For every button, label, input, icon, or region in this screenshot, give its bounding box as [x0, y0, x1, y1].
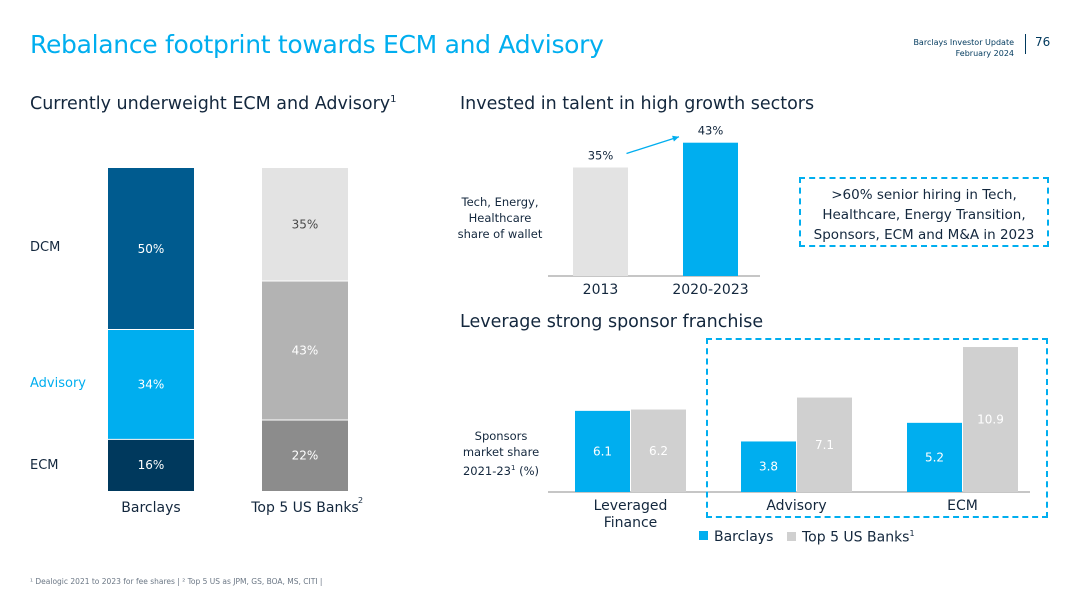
sponsor-bar-ecm-top-5-us-banks: [963, 347, 1018, 492]
talent-bar-2020-2023: [683, 142, 738, 276]
sponsor-axis-label-footnote-mark: 1: [511, 464, 516, 472]
legend-swatch-top5: [787, 531, 796, 541]
sponsor-category-advisory: Advisory: [766, 498, 826, 514]
footnote: ¹ Dealogic 2021 to 2023 for fee shares |…: [30, 577, 323, 586]
stack-label-barclays-dcm: 50%: [138, 242, 165, 256]
legend-swatch-barclays: [699, 531, 708, 540]
sponsor-axis-label-unit: (%): [519, 463, 540, 478]
talent-axis-label: Tech, Energy, Healthcare share of wallet: [457, 195, 543, 241]
sponsor-bar-advisory-barclays: [741, 441, 796, 492]
sponsor-bar-leveraged-finance-top-5-us-banks: [631, 409, 686, 492]
stack-category-footnote-mark: 2: [358, 496, 363, 505]
stack-segment-barclays-ecm: [108, 439, 194, 491]
talent-value-2013: 35%: [588, 149, 614, 163]
row-label-dcm: DCM: [30, 240, 61, 255]
sponsor-category-leveraged-finance-line1: Leveraged: [594, 498, 668, 514]
stack-segment-top-5-us-banks-dcm: [262, 168, 348, 282]
talent-section-heading: Invested in talent in high growth sector…: [460, 94, 815, 114]
sponsor-value-ecm-top-5-us-banks: 10.9: [977, 413, 1004, 427]
stack-label-top-5-us-banks-dcm: 35%: [292, 218, 319, 232]
sponsor-value-advisory-top-5-us-banks: 7.1: [815, 438, 834, 452]
legend-label-top5: Top 5 US Banks: [802, 529, 910, 546]
row-label-advisory: Advisory: [30, 376, 86, 391]
talent-value-2020-2023: 43%: [698, 124, 724, 138]
document-title: Barclays Investor Update: [913, 38, 1014, 47]
row-label-ecm: ECM: [30, 458, 59, 473]
sponsor-bar-advisory-top-5-us-banks: [797, 397, 852, 492]
sponsor-bar-leveraged-finance-barclays: [575, 410, 630, 492]
ecm-advisory-highlight-box: [706, 338, 1048, 518]
stack-segment-barclays-advisory: [108, 329, 194, 440]
stack-segment-top-5-us-banks-advisory: [262, 281, 348, 420]
legend-item-barclays: Barclays: [699, 529, 773, 545]
stack-label-top-5-us-banks-ecm: 22%: [292, 448, 319, 462]
growth-arrow: [626, 136, 680, 155]
sponsor-category-ecm: ECM: [947, 498, 978, 514]
document-date: February 2024: [955, 49, 1014, 58]
page-title: Rebalance footprint towards ECM and Advi…: [30, 30, 604, 59]
stack-category-label-top-5-us-banks: Top 5 US Banks: [250, 500, 358, 516]
talent-category-2013: 2013: [583, 282, 619, 298]
stack-label-top-5-us-banks-advisory: 43%: [292, 343, 319, 357]
stack-category-label-barclays: Barclays: [121, 500, 180, 516]
legend-item-top5: Top 5 US Banks1: [787, 529, 915, 546]
left-heading-footnote-mark: 1: [390, 94, 397, 106]
left-heading-text: Currently underweight ECM and Advisory: [30, 94, 391, 114]
talent-bar-2013: [573, 167, 628, 276]
sponsor-category-leveraged-finance-line2: Finance: [604, 515, 658, 531]
sponsor-value-ecm-barclays: 5.2: [925, 450, 944, 464]
sponsor-value-leveraged-finance-top-5-us-banks: 6.2: [649, 444, 668, 458]
stack-segment-top-5-us-banks-ecm: [262, 419, 348, 491]
stack-label-barclays-advisory: 34%: [138, 377, 165, 391]
growth-arrow-head: [672, 135, 679, 142]
legend-label-barclays: Barclays: [714, 529, 774, 545]
talent-category-2020-2023: 2020-2023: [672, 282, 748, 298]
document-info: Barclays Investor Update February 2024: [913, 37, 1014, 59]
header-divider: [1025, 34, 1026, 54]
sponsor-value-advisory-barclays: 3.8: [759, 460, 778, 474]
sponsor-axis-label: Sponsors market share 2021-231 (%): [455, 428, 547, 479]
legend-footnote-mark: 1: [909, 529, 915, 538]
sponsor-axis-label-text: Sponsors market share 2021-23: [462, 429, 540, 478]
stack-label-barclays-ecm: 16%: [138, 458, 165, 472]
sponsor-section-heading: Leverage strong sponsor franchise: [460, 312, 764, 332]
sponsor-value-leveraged-finance-barclays: 6.1: [593, 444, 612, 458]
stacked-share-chart: 16% 34% 50% Barclays 22% 43% 35% Top 5 US Banks…: [108, 168, 363, 516]
senior-hiring-callout: >60% senior hiring in Tech, Healthcare, …: [799, 177, 1049, 247]
sponsor-bar-ecm-barclays: [907, 422, 962, 492]
page-number: 76: [1035, 35, 1051, 49]
left-section-heading: Currently underweight ECM and Advisory1: [30, 94, 397, 114]
talent-share-chart: 35% 2013 43% 2020-2023: [548, 124, 760, 298]
stack-segment-barclays-dcm: [108, 168, 194, 330]
